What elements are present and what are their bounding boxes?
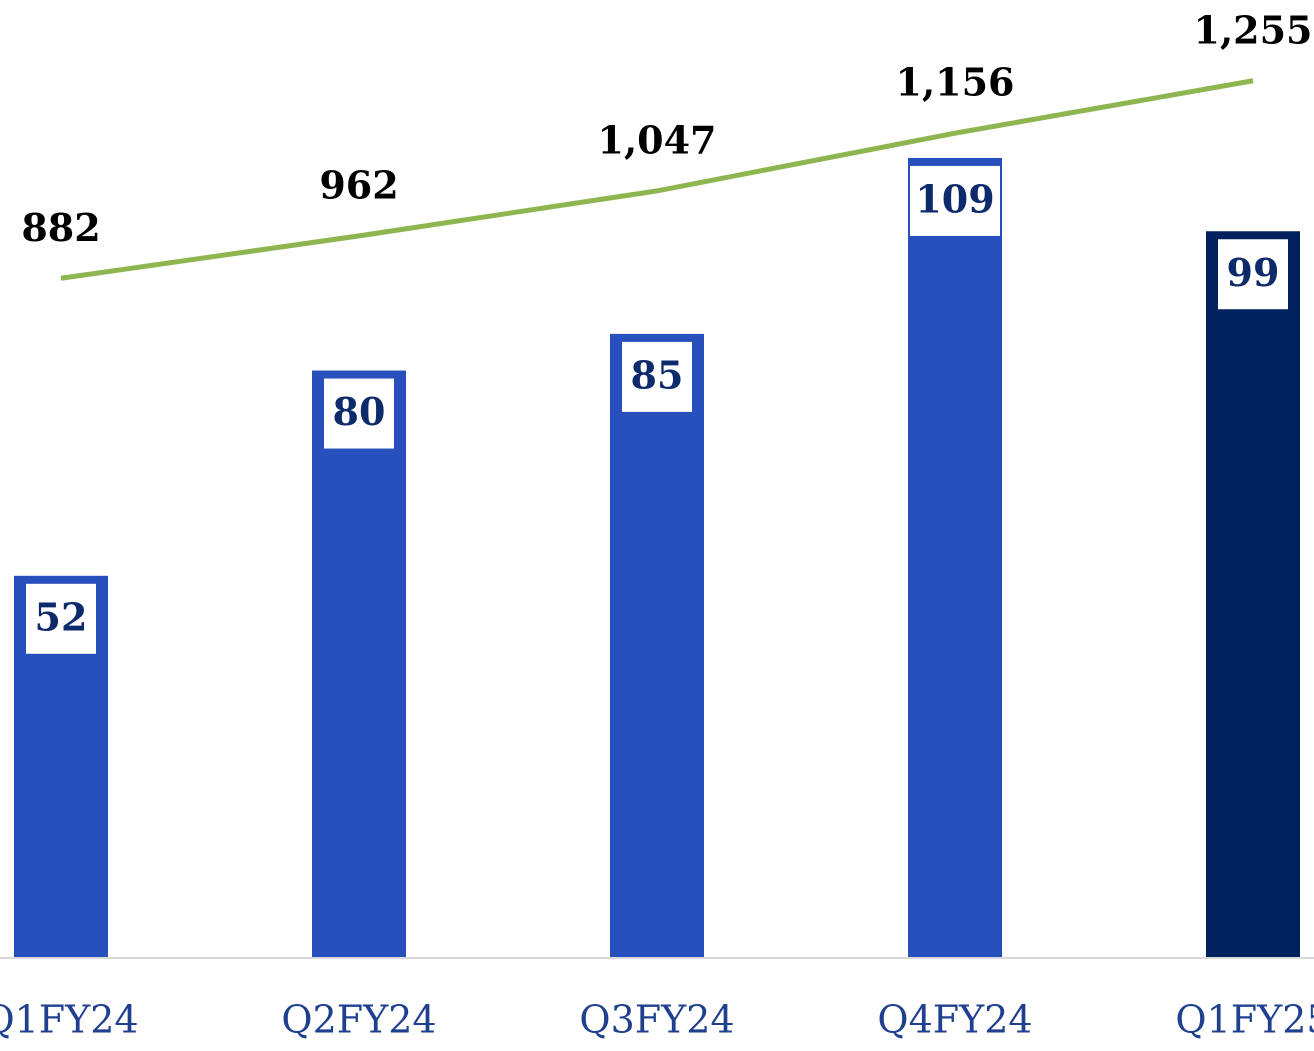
line xyxy=(60,78,1254,281)
bar xyxy=(312,370,406,957)
x-tick-label: Q1FY24 xyxy=(0,998,139,1042)
data-label: 85 xyxy=(631,352,684,397)
bar xyxy=(1206,231,1300,957)
data-label: 109 xyxy=(915,176,994,221)
data-label-box xyxy=(324,378,394,449)
data-label-box xyxy=(26,583,96,654)
data-label: 52 xyxy=(35,594,88,639)
data-label: 882 xyxy=(21,205,100,250)
data-label: 1,255 xyxy=(1194,7,1313,52)
x-tick-label: Q3FY24 xyxy=(579,998,734,1042)
data-label: 962 xyxy=(319,162,398,207)
data-label: 1,156 xyxy=(896,60,1015,105)
data-label: 99 xyxy=(1227,250,1280,295)
data-label-box xyxy=(1218,239,1288,310)
data-label: 80 xyxy=(333,389,386,434)
x-tick-label: Q2FY24 xyxy=(281,998,436,1042)
bar xyxy=(610,333,704,957)
data-label-box xyxy=(910,165,1000,236)
data-label: 1,047 xyxy=(598,117,717,162)
data-label-box xyxy=(622,341,692,412)
x-tick-label: Q4FY24 xyxy=(877,998,1032,1042)
bar xyxy=(908,157,1002,957)
